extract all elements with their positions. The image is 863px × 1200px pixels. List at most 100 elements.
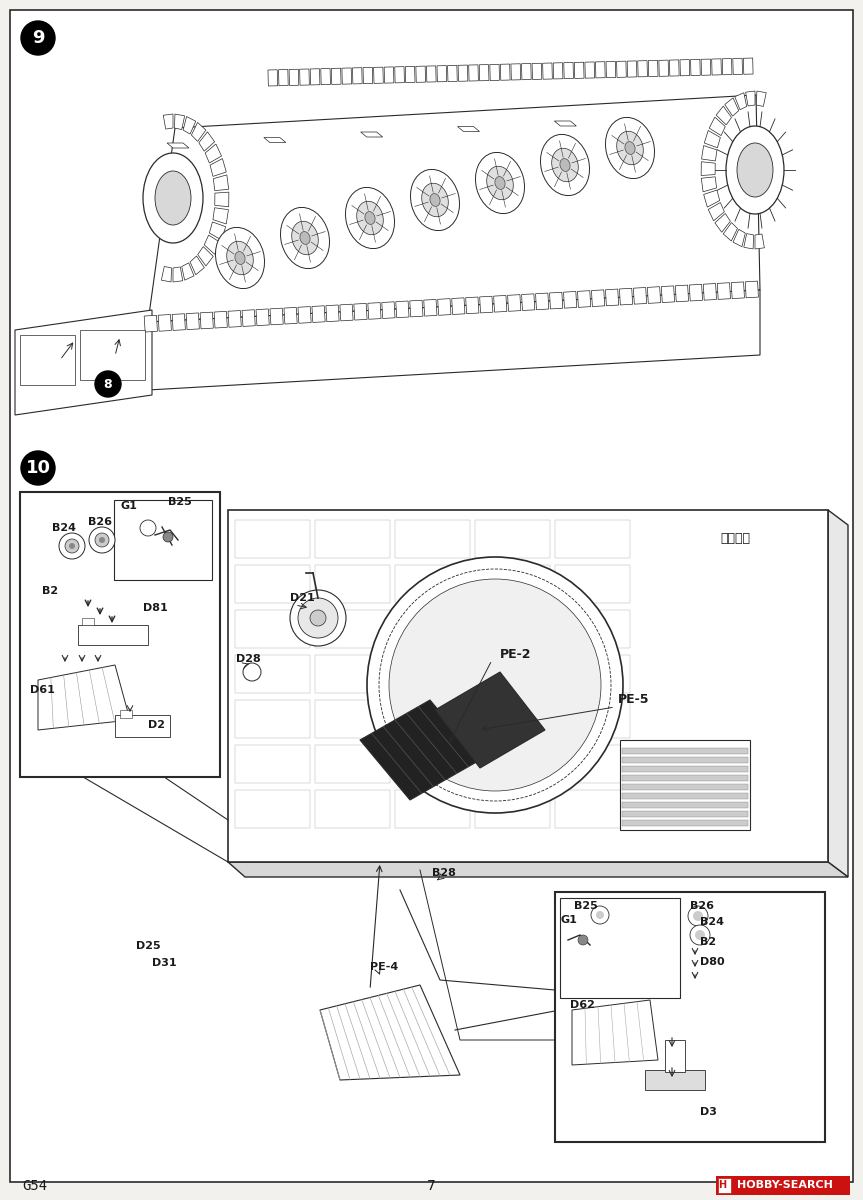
Text: PE-2: PE-2 [500, 648, 532, 661]
Text: G1: G1 [560, 914, 576, 925]
Polygon shape [716, 106, 732, 125]
Circle shape [690, 925, 710, 946]
Bar [395, 700, 470, 738]
Polygon shape [173, 266, 183, 282]
Polygon shape [284, 307, 297, 324]
Bar [235, 520, 310, 558]
Polygon shape [564, 62, 574, 79]
Ellipse shape [487, 167, 513, 199]
Polygon shape [633, 288, 646, 304]
Polygon shape [148, 290, 760, 390]
Polygon shape [186, 313, 199, 330]
Circle shape [95, 371, 121, 397]
Polygon shape [312, 306, 325, 323]
Ellipse shape [737, 143, 773, 197]
Bar [475, 520, 550, 558]
Bar [395, 655, 470, 692]
Polygon shape [174, 114, 185, 130]
Bar [622, 784, 748, 790]
Polygon shape [577, 290, 590, 307]
Bar [475, 790, 550, 828]
Bar [622, 775, 748, 781]
Polygon shape [228, 510, 828, 862]
Polygon shape [163, 114, 173, 130]
Polygon shape [709, 118, 725, 136]
Polygon shape [703, 190, 720, 208]
Ellipse shape [551, 149, 578, 181]
Polygon shape [648, 60, 658, 77]
Polygon shape [213, 208, 229, 224]
Text: 9: 9 [32, 29, 44, 47]
Bar [645, 1070, 705, 1090]
Polygon shape [374, 67, 383, 83]
Polygon shape [616, 61, 627, 77]
Polygon shape [507, 295, 521, 311]
Polygon shape [38, 665, 130, 730]
Bar [475, 700, 550, 738]
Polygon shape [437, 66, 447, 82]
Polygon shape [744, 234, 753, 248]
Polygon shape [396, 301, 409, 318]
Polygon shape [690, 284, 702, 301]
Bar [555, 700, 630, 738]
Text: D2: D2 [148, 720, 165, 730]
Polygon shape [670, 60, 679, 76]
Polygon shape [416, 66, 425, 83]
Ellipse shape [280, 208, 330, 269]
Polygon shape [746, 91, 755, 106]
Polygon shape [354, 304, 367, 320]
Bar [718, 1178, 731, 1193]
Polygon shape [368, 302, 381, 319]
Polygon shape [205, 144, 222, 163]
Polygon shape [703, 283, 716, 300]
Bar [555, 520, 630, 558]
Bar [665, 1040, 685, 1072]
Bar [622, 802, 748, 808]
Bar [475, 655, 550, 692]
Bar [555, 610, 630, 648]
Polygon shape [198, 132, 215, 151]
Polygon shape [352, 67, 362, 84]
Polygon shape [701, 162, 715, 175]
Polygon shape [828, 510, 848, 877]
Polygon shape [575, 62, 584, 78]
Polygon shape [326, 305, 339, 322]
Polygon shape [384, 67, 394, 83]
Text: D28: D28 [236, 654, 261, 664]
Bar [555, 655, 630, 692]
Circle shape [95, 533, 109, 547]
Polygon shape [638, 61, 647, 77]
Bar [395, 520, 470, 558]
Polygon shape [595, 61, 605, 78]
Text: PE-4: PE-4 [370, 962, 398, 972]
Polygon shape [723, 222, 738, 241]
Text: PE-5: PE-5 [618, 692, 650, 706]
Polygon shape [198, 247, 213, 266]
Polygon shape [256, 308, 269, 325]
Bar [555, 565, 630, 602]
Bar [622, 820, 748, 826]
Polygon shape [270, 308, 283, 325]
Circle shape [298, 598, 338, 638]
Text: B2: B2 [42, 586, 58, 596]
Circle shape [591, 906, 609, 924]
Bar [120, 710, 132, 718]
Polygon shape [331, 68, 341, 84]
Text: G54: G54 [22, 1178, 47, 1193]
Bar [622, 793, 748, 799]
Text: B24: B24 [52, 523, 76, 533]
Polygon shape [410, 300, 423, 317]
Text: 8: 8 [104, 378, 112, 390]
Ellipse shape [422, 184, 448, 217]
Text: B26: B26 [690, 901, 714, 911]
Text: D62: D62 [570, 1000, 595, 1010]
Ellipse shape [299, 232, 310, 245]
Circle shape [21, 20, 55, 55]
Polygon shape [144, 316, 157, 332]
Polygon shape [228, 862, 848, 877]
Polygon shape [448, 65, 457, 82]
Polygon shape [712, 59, 721, 76]
Text: D31: D31 [152, 958, 177, 968]
Polygon shape [746, 281, 759, 298]
Ellipse shape [430, 193, 440, 206]
